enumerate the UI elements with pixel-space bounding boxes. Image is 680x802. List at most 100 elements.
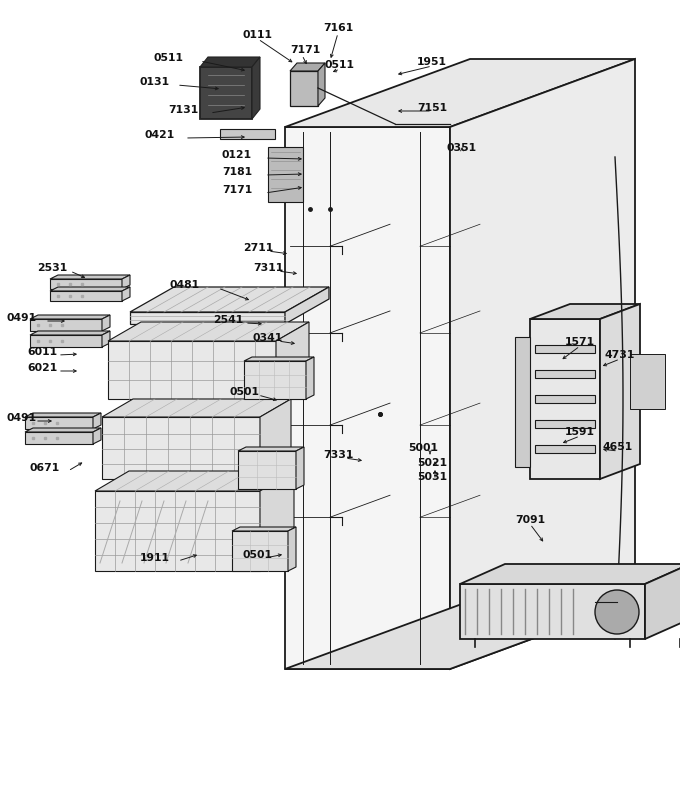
Polygon shape bbox=[238, 452, 296, 489]
Text: 4731: 4731 bbox=[605, 350, 635, 359]
Text: 7171: 7171 bbox=[222, 184, 252, 195]
Polygon shape bbox=[200, 58, 260, 68]
Text: 7161: 7161 bbox=[323, 23, 353, 33]
Text: 7131: 7131 bbox=[168, 105, 198, 115]
Polygon shape bbox=[232, 528, 296, 532]
Text: 1951: 1951 bbox=[417, 57, 447, 67]
Text: 0671: 0671 bbox=[30, 463, 60, 472]
Text: 0421: 0421 bbox=[145, 130, 175, 140]
Polygon shape bbox=[285, 128, 450, 669]
Circle shape bbox=[221, 89, 231, 99]
Polygon shape bbox=[50, 288, 130, 292]
Polygon shape bbox=[30, 320, 102, 331]
Text: 0491: 0491 bbox=[7, 412, 37, 423]
Polygon shape bbox=[232, 532, 288, 571]
Polygon shape bbox=[515, 338, 530, 468]
Polygon shape bbox=[25, 428, 101, 432]
Polygon shape bbox=[450, 60, 635, 669]
Text: 7171: 7171 bbox=[290, 45, 320, 55]
Polygon shape bbox=[102, 418, 260, 480]
Polygon shape bbox=[535, 445, 595, 453]
Polygon shape bbox=[535, 420, 595, 428]
Polygon shape bbox=[50, 292, 122, 302]
Polygon shape bbox=[93, 414, 101, 429]
Text: 2531: 2531 bbox=[37, 263, 67, 273]
Polygon shape bbox=[30, 335, 102, 347]
Polygon shape bbox=[285, 602, 635, 669]
Text: 0501: 0501 bbox=[243, 549, 273, 559]
Text: 0481: 0481 bbox=[170, 280, 200, 290]
Polygon shape bbox=[530, 320, 600, 480]
Polygon shape bbox=[30, 331, 110, 335]
Polygon shape bbox=[535, 371, 595, 379]
Text: 5021: 5021 bbox=[417, 457, 447, 468]
Text: 2541: 2541 bbox=[213, 314, 243, 325]
Polygon shape bbox=[276, 322, 309, 399]
Polygon shape bbox=[95, 472, 294, 492]
Polygon shape bbox=[318, 64, 325, 107]
Circle shape bbox=[595, 590, 639, 634]
Text: 1911: 1911 bbox=[140, 553, 170, 562]
Text: 1591: 1591 bbox=[565, 427, 595, 436]
Polygon shape bbox=[50, 280, 122, 290]
Polygon shape bbox=[296, 448, 304, 489]
Polygon shape bbox=[288, 528, 296, 571]
Polygon shape bbox=[130, 313, 285, 325]
Polygon shape bbox=[600, 305, 640, 480]
Polygon shape bbox=[102, 331, 110, 347]
Text: 0501: 0501 bbox=[230, 387, 260, 396]
Polygon shape bbox=[130, 288, 329, 313]
Polygon shape bbox=[25, 418, 93, 429]
Polygon shape bbox=[50, 276, 130, 280]
Polygon shape bbox=[290, 64, 325, 72]
Text: 5001: 5001 bbox=[408, 443, 438, 452]
Circle shape bbox=[208, 76, 244, 111]
Polygon shape bbox=[260, 472, 294, 571]
Text: 6021: 6021 bbox=[27, 363, 57, 373]
Polygon shape bbox=[30, 316, 110, 320]
Polygon shape bbox=[25, 414, 101, 418]
Polygon shape bbox=[535, 395, 595, 403]
Text: 0131: 0131 bbox=[140, 77, 170, 87]
Polygon shape bbox=[93, 428, 101, 444]
Polygon shape bbox=[460, 585, 645, 639]
Text: 7181: 7181 bbox=[222, 167, 252, 176]
Polygon shape bbox=[200, 68, 252, 119]
Polygon shape bbox=[268, 148, 303, 203]
Polygon shape bbox=[244, 358, 314, 362]
Polygon shape bbox=[122, 276, 130, 290]
Polygon shape bbox=[630, 354, 665, 410]
Text: 0491: 0491 bbox=[7, 313, 37, 322]
Text: 5031: 5031 bbox=[417, 472, 447, 481]
Polygon shape bbox=[25, 432, 93, 444]
Polygon shape bbox=[252, 58, 260, 119]
Text: 4651: 4651 bbox=[603, 441, 633, 452]
Polygon shape bbox=[535, 346, 595, 354]
Text: 7331: 7331 bbox=[323, 449, 353, 460]
Polygon shape bbox=[238, 448, 304, 452]
Polygon shape bbox=[285, 288, 329, 325]
Polygon shape bbox=[102, 316, 110, 331]
Text: 0341: 0341 bbox=[253, 333, 283, 342]
Polygon shape bbox=[645, 565, 680, 639]
Text: 0111: 0111 bbox=[243, 30, 273, 40]
Text: 7091: 7091 bbox=[515, 514, 545, 525]
Text: 1571: 1571 bbox=[565, 337, 595, 346]
Polygon shape bbox=[290, 72, 318, 107]
Polygon shape bbox=[220, 130, 275, 140]
Polygon shape bbox=[260, 399, 291, 480]
Polygon shape bbox=[95, 492, 260, 571]
Text: 0511: 0511 bbox=[325, 60, 355, 70]
Polygon shape bbox=[285, 60, 635, 128]
Polygon shape bbox=[244, 362, 306, 399]
Text: 7151: 7151 bbox=[417, 103, 447, 113]
Text: 0121: 0121 bbox=[222, 150, 252, 160]
Text: 0511: 0511 bbox=[153, 53, 183, 63]
Polygon shape bbox=[102, 399, 291, 418]
Polygon shape bbox=[306, 358, 314, 399]
Text: 2711: 2711 bbox=[243, 243, 273, 253]
Text: 6011: 6011 bbox=[27, 346, 57, 357]
Polygon shape bbox=[108, 342, 276, 399]
Polygon shape bbox=[122, 288, 130, 302]
Text: 0351: 0351 bbox=[447, 143, 477, 153]
